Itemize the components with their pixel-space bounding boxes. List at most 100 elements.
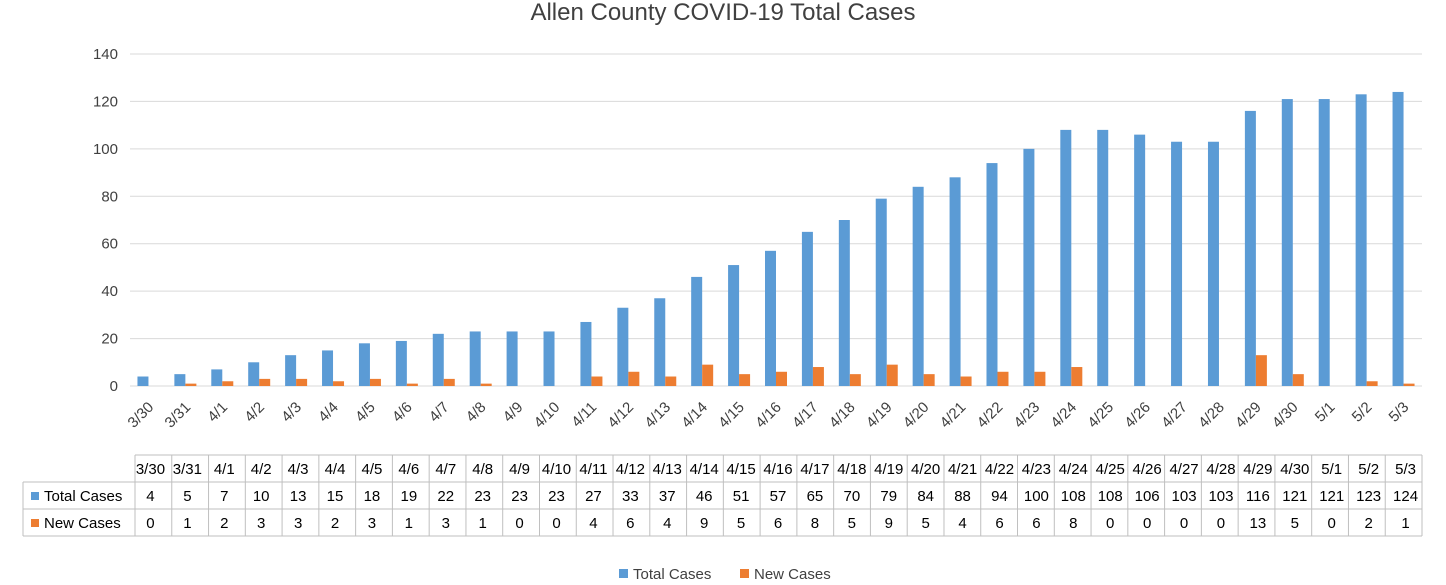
table-header-cell: 4/24 — [1059, 461, 1088, 478]
y-tick-label: 140 — [93, 46, 118, 63]
table-value-cell: 124 — [1393, 488, 1418, 505]
bar-total-cases — [543, 331, 555, 386]
table-value-cell: 4 — [958, 515, 966, 532]
table-value-cell: 5 — [848, 515, 856, 532]
table-header-cell: 4/22 — [985, 461, 1014, 478]
table-value-cell: 100 — [1024, 488, 1049, 505]
y-tick-label: 60 — [101, 236, 118, 253]
x-tick-label: 4/19 — [863, 399, 896, 432]
bar-total-cases — [986, 163, 998, 386]
y-tick-label: 80 — [101, 188, 118, 205]
bar-total-cases — [1023, 148, 1035, 386]
x-tick-label: 4/30 — [1269, 399, 1302, 432]
x-tick-label: 4/28 — [1195, 399, 1228, 432]
y-tick-label: 120 — [93, 93, 118, 110]
bar-total-cases — [1171, 141, 1183, 386]
bar-total-cases — [1097, 129, 1109, 386]
table-value-cell: 65 — [807, 488, 824, 505]
bar-new-cases — [997, 371, 1009, 386]
table-value-cell: 0 — [1143, 515, 1151, 532]
bar-total-cases — [765, 250, 776, 386]
legend-label: Total Cases — [633, 566, 711, 583]
bar-total-cases — [432, 333, 444, 386]
table-value-cell: 23 — [511, 488, 528, 505]
x-tick-label: 4/16 — [752, 399, 785, 432]
x-tick-label: 4/5 — [352, 399, 379, 426]
table-value-cell: 13 — [1250, 515, 1267, 532]
table-value-cell: 70 — [843, 488, 860, 505]
table-value-cell: 13 — [290, 488, 307, 505]
table-value-cell: 0 — [146, 515, 154, 532]
table-value-cell: 46 — [696, 488, 713, 505]
x-tick-label: 3/30 — [125, 399, 158, 432]
bar-new-cases — [923, 374, 935, 386]
table-value-cell: 5 — [737, 515, 745, 532]
x-tick-label: 4/10 — [531, 399, 564, 432]
table-value-cell: 103 — [1208, 488, 1233, 505]
chart-title: Allen County COVID-19 Total Cases — [530, 0, 915, 26]
table-value-cell: 37 — [659, 488, 676, 505]
table-header-cell: 4/19 — [874, 461, 903, 478]
x-tick-label: 4/14 — [678, 399, 711, 432]
x-tick-label: 4/4 — [315, 399, 342, 426]
legend-label: New Cases — [754, 566, 831, 583]
table-value-cell: 27 — [585, 488, 602, 505]
table-value-cell: 3 — [368, 515, 376, 532]
table-header-cell: 4/28 — [1206, 461, 1235, 478]
table-header-cell: 4/13 — [653, 461, 682, 478]
bar-new-cases — [259, 378, 271, 386]
x-tick-label: 4/25 — [1084, 399, 1117, 432]
table-value-cell: 94 — [991, 488, 1008, 505]
table-header-cell: 4/3 — [288, 461, 309, 478]
table-value-cell: 103 — [1172, 488, 1197, 505]
table-value-cell: 8 — [1069, 515, 1077, 532]
table-value-cell: 4 — [663, 515, 671, 532]
x-tick-label: 5/2 — [1349, 399, 1376, 426]
table-header-cell: 4/9 — [509, 461, 530, 478]
table-value-cell: 108 — [1061, 488, 1086, 505]
table-legend-key — [31, 519, 39, 527]
bar-total-cases — [137, 376, 149, 386]
bar-new-cases — [1403, 383, 1415, 386]
x-tick-label: 4/21 — [937, 399, 970, 432]
x-tick-label: 4/27 — [1158, 399, 1191, 432]
table-header-cell: 4/4 — [325, 461, 346, 478]
table-value-cell: 1 — [479, 515, 487, 532]
legend-swatch — [740, 569, 749, 578]
bar-total-cases — [617, 307, 629, 386]
table-value-cell: 116 — [1246, 488, 1270, 505]
table-header-cell: 4/20 — [911, 461, 940, 478]
y-tick-label: 100 — [93, 141, 118, 158]
table-header-cell: 4/1 — [214, 461, 235, 478]
table-value-cell: 4 — [589, 515, 597, 532]
table-value-cell: 2 — [220, 515, 228, 532]
table-value-cell: 121 — [1282, 488, 1307, 505]
table-header-cell: 3/30 — [136, 461, 165, 478]
table-value-cell: 18 — [364, 488, 381, 505]
table-value-cell: 51 — [733, 488, 750, 505]
table-header-cell: 3/31 — [173, 461, 202, 478]
table-header-cell: 4/25 — [1096, 461, 1125, 478]
bar-new-cases — [702, 364, 714, 386]
table-value-cell: 6 — [774, 515, 782, 532]
bar-new-cases — [333, 381, 345, 386]
table-value-cell: 6 — [995, 515, 1003, 532]
bar-total-cases — [285, 355, 297, 386]
x-tick-label: 4/24 — [1047, 399, 1080, 432]
x-tick-label: 5/3 — [1386, 399, 1413, 426]
table-header-cell: 4/21 — [948, 461, 977, 478]
x-tick-label: 4/7 — [426, 399, 453, 426]
table-value-cell: 1 — [405, 515, 413, 532]
table-header-cell: 4/11 — [579, 461, 607, 478]
bar-new-cases — [628, 371, 640, 386]
table-value-cell: 108 — [1098, 488, 1123, 505]
table-header-cell: 5/2 — [1358, 461, 1379, 478]
table-value-cell: 5 — [1291, 515, 1299, 532]
table-value-cell: 3 — [294, 515, 302, 532]
table-value-cell: 23 — [548, 488, 565, 505]
y-tick-label: 0 — [110, 378, 118, 395]
table-header-cell: 4/17 — [800, 461, 829, 478]
bar-total-cases — [174, 374, 186, 386]
bar-new-cases — [296, 378, 308, 386]
